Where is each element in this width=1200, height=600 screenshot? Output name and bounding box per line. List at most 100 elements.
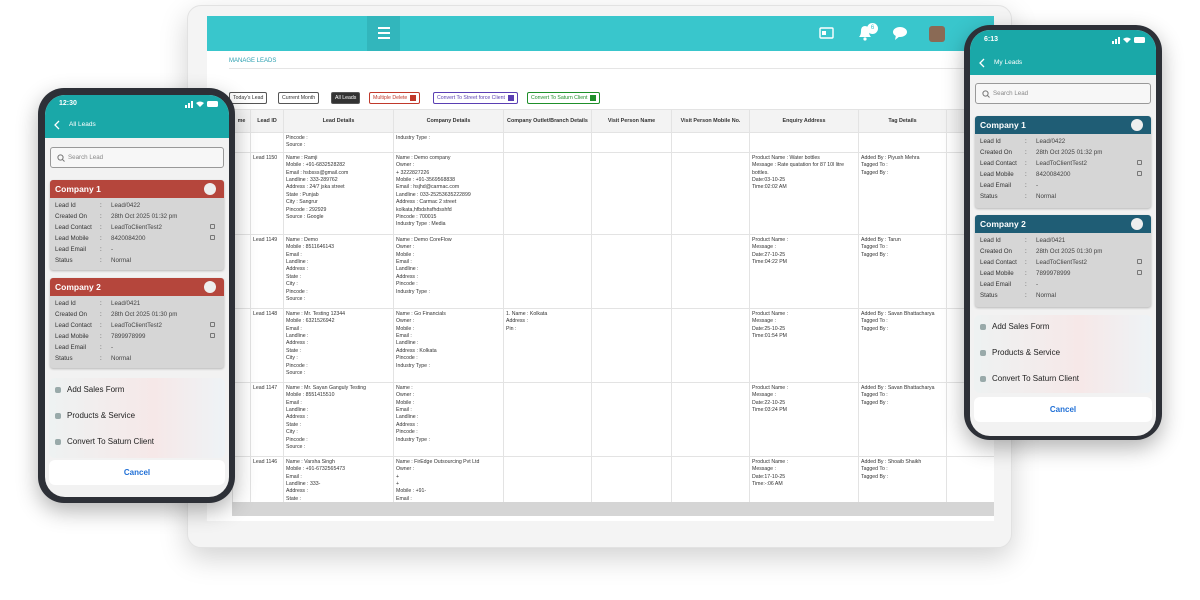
filter-button[interactable]: Convert To Street force Client <box>433 92 518 104</box>
column-header: Company Outlet/Branch Details <box>503 109 592 133</box>
table-cell <box>232 307 251 383</box>
breadcrumb: MANAGE LEADS <box>229 58 277 64</box>
table-cell <box>671 132 750 153</box>
cell-line: Tagged By : <box>861 473 889 480</box>
back-icon[interactable] <box>53 120 61 130</box>
cell-line: Owner : <box>396 244 415 251</box>
field-label: Lead Contact <box>55 224 92 231</box>
cell-line: Message : <box>752 392 776 399</box>
cell-line: Date:27-10-25 <box>752 251 786 258</box>
table-cell: Added By : Tarun Tagged To : Tagged By : <box>858 233 947 309</box>
table-cell: Product Name : Message : Date:25-10-25 Time… <box>749 307 859 383</box>
action-icon <box>980 350 986 356</box>
field-label: Created On <box>980 149 1012 156</box>
filter-button[interactable]: Today's Lead <box>229 92 268 104</box>
cell-line: Pincode : 700015 <box>396 214 437 221</box>
cell-line: Landline : 333- <box>286 481 321 488</box>
field-value: 28th Oct 2025 01:32 pm <box>111 213 178 220</box>
filter-button[interactable]: Multiple Delete <box>369 92 421 104</box>
field-separator: : <box>1025 281 1027 288</box>
count-badge <box>507 94 514 101</box>
nav-header <box>970 50 1156 75</box>
table-cell <box>232 151 251 235</box>
cell-line: Date:25-10-25 <box>752 325 786 332</box>
cell-line: Product Name : <box>752 310 789 317</box>
avatar[interactable] <box>929 26 945 42</box>
action-item[interactable]: Products & Service <box>992 348 1061 357</box>
field-label: Lead Mobile <box>980 171 1014 178</box>
action-item[interactable]: Add Sales Form <box>992 322 1050 331</box>
action-item[interactable]: Convert To Saturn Client <box>992 374 1080 383</box>
filter-button[interactable]: Current Month <box>278 92 320 104</box>
field-separator: : <box>100 333 102 340</box>
cancel-button[interactable]: Cancel <box>974 397 1152 422</box>
search-box[interactable]: Search Lead <box>50 147 224 168</box>
action-item[interactable]: Convert To Saturn Client <box>67 437 155 446</box>
menu-button[interactable] <box>367 16 400 51</box>
action-icon <box>55 387 61 393</box>
cell-line: Email : <box>286 251 302 258</box>
cell-line: Pincode : <box>286 362 308 369</box>
phone-left: 12:30 All Leads Search Lead Company 1 Lead I… <box>38 88 235 503</box>
cell-line: Name : Go Financials <box>396 310 446 317</box>
cell-line: State : <box>286 421 301 428</box>
filter-button[interactable]: Convert To Saturn Client <box>527 92 601 104</box>
cell-line: Tagged By : <box>861 325 889 332</box>
back-icon[interactable] <box>978 58 986 68</box>
table-cell <box>250 132 284 153</box>
table-cell: Added By : Piyush Mehra Tagged To : Tagged… <box>858 151 947 235</box>
chat-icon[interactable] <box>891 25 909 41</box>
cell-line: City : Sangrur <box>286 199 318 206</box>
cell-line: Tagged To : <box>861 466 888 473</box>
table-row: Lead 1147 Name : Mr. Sayan Ganguly Testin… <box>232 381 994 457</box>
table-cell: Name : Mr. Sayan Ganguly Testing Mobile :… <box>283 381 394 457</box>
cell-line: Name : Demo <box>286 236 318 243</box>
cell-line: Name : FirEdge Outsourcing Pvt Ltd <box>396 458 480 465</box>
lead-card[interactable]: Company 1 Lead Id: Lead/0422 Created On: 28t… <box>50 180 224 270</box>
copy-icon <box>1137 160 1142 165</box>
cell-line: Industry Type : <box>396 135 430 141</box>
lead-card[interactable]: Company 2 Lead Id: Lead/0421 Created On: 28t… <box>50 278 224 368</box>
cell-line: Pincode : <box>396 429 418 436</box>
cell-line: Time:01:54 PM <box>752 333 787 340</box>
top-bar: 6 <box>207 16 994 51</box>
lead-card[interactable]: Company 2 Lead Id: Lead/0421 Created On: 28t… <box>975 215 1151 307</box>
contact-icon[interactable] <box>817 25 837 41</box>
field-value: 28th Oct 2025 01:30 pm <box>111 311 178 318</box>
card-header <box>975 116 1151 134</box>
lead-card[interactable]: Company 1 Lead Id: Lead/0422 Created On: 28t… <box>975 116 1151 208</box>
table-cell <box>946 455 994 502</box>
action-item[interactable]: Add Sales Form <box>67 385 125 394</box>
action-icon <box>55 413 61 419</box>
cell-line: Date:22-10-25 <box>752 399 786 406</box>
cell-line: Product Name : <box>752 236 789 243</box>
card-header <box>50 278 224 296</box>
action-item[interactable]: Products & Service <box>67 411 136 420</box>
cell-line: Owner : <box>396 392 415 399</box>
cell-line: Lead 1150 <box>253 154 278 161</box>
cell-line: Product Name : Water bottles <box>752 154 820 161</box>
cell-line: Landline : <box>286 333 309 340</box>
card-header <box>975 215 1151 233</box>
table-cell <box>671 381 750 457</box>
cell-line: Tagged By : <box>861 169 889 176</box>
cell-line: Email : <box>286 399 302 406</box>
filter-button[interactable]: All Leads <box>331 92 361 104</box>
cell-line: Email : <box>396 407 412 414</box>
status-bar <box>45 95 229 112</box>
table-cell <box>591 132 672 153</box>
field-value: 8420084200 <box>111 235 146 242</box>
copy-icon <box>210 235 215 240</box>
search-icon <box>57 154 65 162</box>
nav-header <box>45 112 229 138</box>
cell-line: Message : <box>752 244 776 251</box>
action-icon <box>55 439 61 445</box>
cancel-button[interactable]: Cancel <box>49 460 225 485</box>
search-placeholder: Search Lead <box>68 154 104 161</box>
card-menu <box>1131 119 1143 131</box>
cell-line: City : <box>286 429 298 436</box>
search-box[interactable]: Search Lead <box>975 83 1151 104</box>
cell-line: Date:03-10-25 <box>752 177 786 184</box>
count-badge <box>410 94 417 101</box>
